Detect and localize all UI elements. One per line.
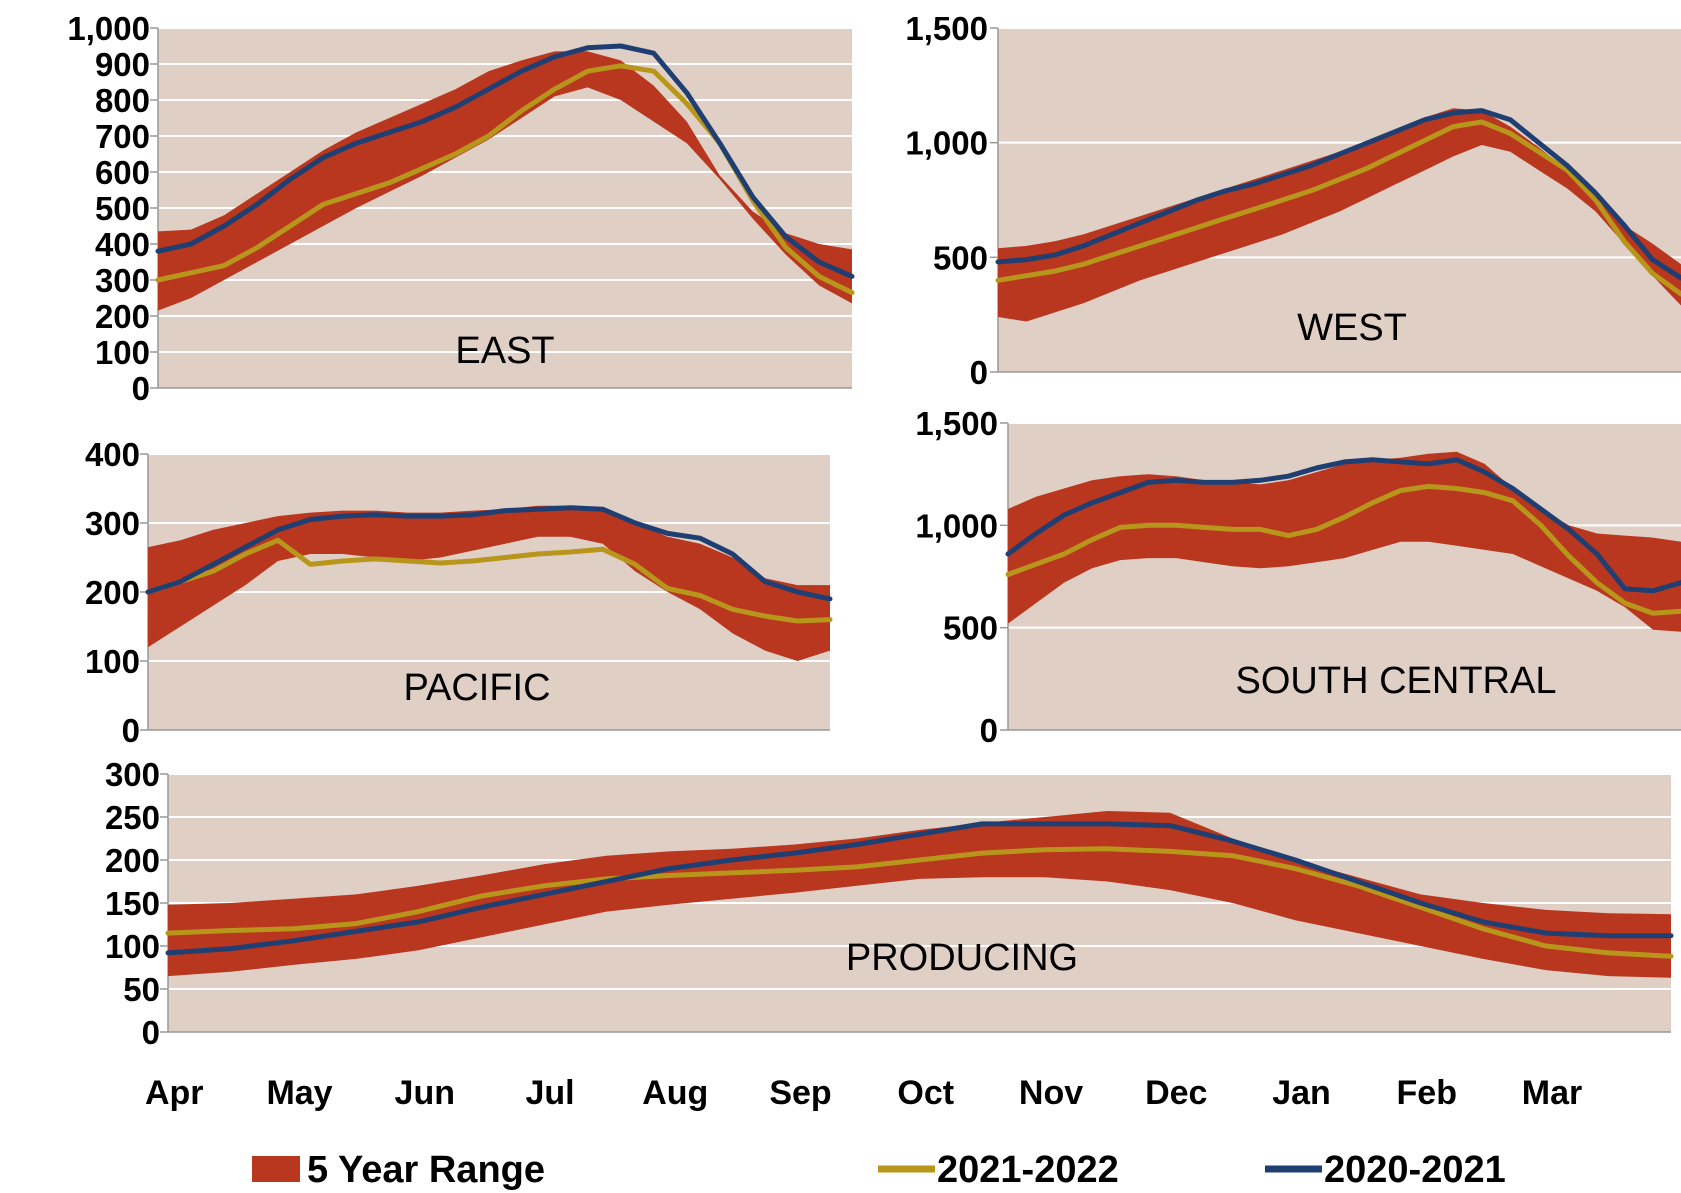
panel-title: PRODUCING [846, 937, 1078, 979]
panel-title: EAST [455, 330, 554, 372]
x-tick-label: Jun [395, 1074, 455, 1112]
chart-pacific: 0 100 200 300 400 PACIFIC [85, 436, 833, 749]
y-tick-label: 200 [85, 574, 140, 611]
series-2021-2022-line [1005, 483, 1681, 616]
panel-title: SOUTH CENTRAL [1236, 660, 1557, 702]
series-2021-2022-line [995, 119, 1681, 297]
month-axis: Apr May Jun Jul Aug Sep Oct Nov Dec Jan Feb Mar [145, 1074, 1582, 1112]
legend-range-label: 5 Year Range [307, 1149, 545, 1191]
y-tick-label: 1,000 [905, 125, 988, 162]
y-tick-label: 0 [970, 354, 988, 391]
chart-west: 0 500 1,000 1,500 WEST [905, 10, 1681, 391]
y-tick-label: 400 [95, 226, 150, 263]
x-tick-label: Sep [769, 1074, 831, 1112]
x-tick-label: Dec [1145, 1074, 1207, 1112]
series-2020-2021-line [1005, 457, 1681, 594]
series-2021-2022-line [145, 537, 833, 624]
panel-title: PACIFIC [403, 667, 550, 709]
y-tick-label: 200 [105, 842, 160, 879]
y-tick-label: 1,000 [915, 507, 998, 544]
five-year-range-band [158, 51, 852, 311]
series-2020-2021-line [165, 821, 1674, 956]
y-tick-label: 100 [105, 928, 160, 965]
legend-2020-2021-label: 2020-2021 [1324, 1149, 1506, 1191]
y-tick-label: 500 [943, 610, 998, 647]
y-tick-label: 250 [105, 799, 160, 836]
y-tick-label: 1,500 [905, 10, 988, 47]
legend: 5 Year Range 2021-2022 2020-2021 [252, 1149, 1506, 1191]
y-tick-label: 1,000 [67, 10, 150, 47]
y-tick-label: 1,500 [915, 405, 998, 442]
five-year-range-band [998, 108, 1681, 322]
x-tick-label: Oct [897, 1074, 954, 1112]
five-year-range-band [148, 505, 830, 661]
series-2020-2021-line [145, 505, 833, 602]
chart-south-central: 0 500 1,000 1,500 SOUTH CENTRAL [915, 405, 1681, 749]
y-tick-label: 700 [95, 118, 150, 155]
y-tick-label: 0 [142, 1014, 160, 1051]
x-tick-label: Mar [1522, 1074, 1582, 1112]
y-tick-label: 50 [123, 971, 160, 1008]
y-tick-label: 900 [95, 46, 150, 83]
x-tick-label: Feb [1397, 1074, 1457, 1112]
y-tick-label: 300 [85, 505, 140, 542]
legend-range-swatch [252, 1156, 300, 1182]
y-tick-label: 0 [132, 370, 150, 407]
chart-producing: 0 50 100 150 200 250 300 PRODUCING [105, 756, 1674, 1051]
y-tick-label: 150 [105, 885, 160, 922]
five-year-range-band [168, 811, 1671, 978]
y-tick-label: 600 [95, 154, 150, 191]
y-tick-label: 800 [95, 82, 150, 119]
y-tick-label: 100 [95, 334, 150, 371]
panel-title: WEST [1297, 307, 1407, 349]
x-tick-label: Jan [1272, 1074, 1331, 1112]
y-tick-label: 0 [122, 712, 140, 749]
y-tick-label: 200 [95, 298, 150, 335]
legend-2021-2022-label: 2021-2022 [937, 1149, 1119, 1191]
series-2020-2021-line [155, 43, 855, 279]
series-2021-2022-line [165, 846, 1674, 959]
y-tick-label: 300 [105, 756, 160, 793]
x-tick-label: Nov [1019, 1074, 1083, 1112]
x-tick-label: Aug [642, 1074, 708, 1112]
series-2020-2021-line [995, 108, 1681, 281]
y-tick-label: 500 [933, 239, 988, 276]
x-tick-label: Apr [145, 1074, 204, 1112]
y-tick-label: 300 [95, 262, 150, 299]
y-tick-label: 0 [980, 712, 998, 749]
x-tick-label: Jul [525, 1074, 574, 1112]
y-tick-label: 400 [85, 436, 140, 473]
x-tick-label: May [266, 1074, 332, 1112]
five-year-range-band [1008, 451, 1681, 632]
y-tick-label: 500 [95, 190, 150, 227]
y-tick-label: 100 [85, 643, 140, 680]
